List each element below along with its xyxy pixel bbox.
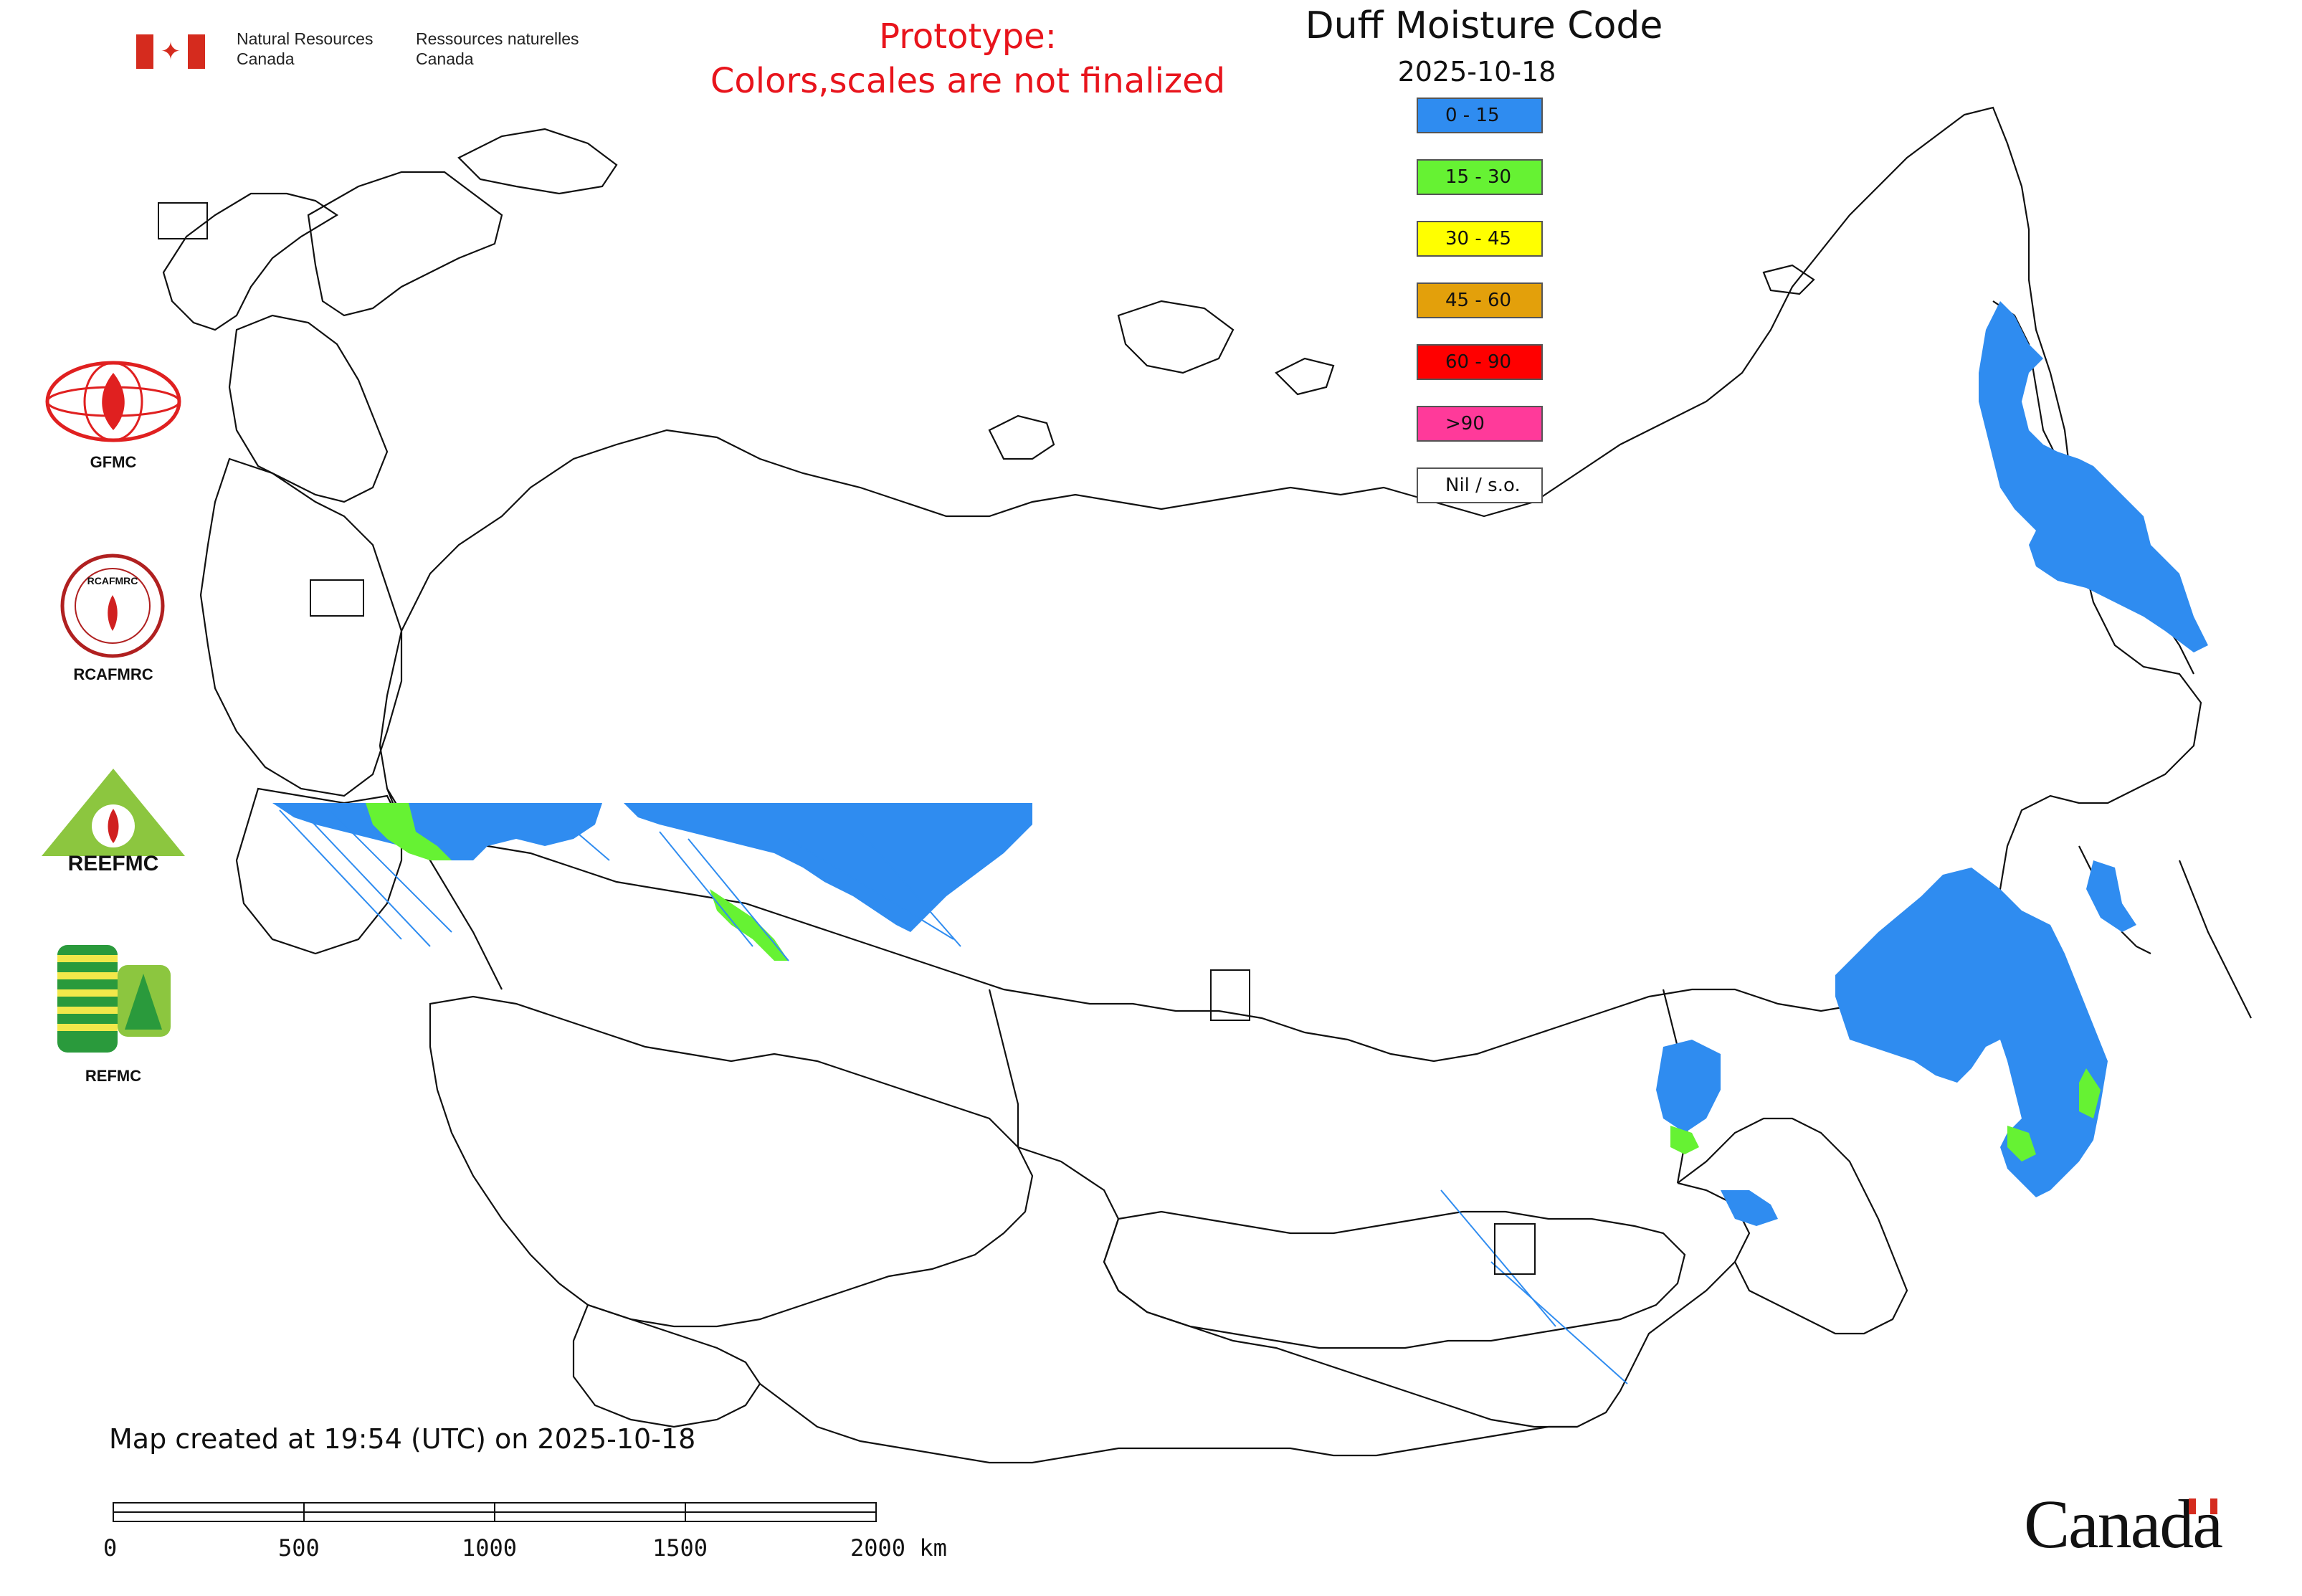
dmc-field-amur xyxy=(1656,1040,1721,1133)
scale-tick-label: 500 xyxy=(278,1534,320,1562)
internal-border-2 xyxy=(988,989,1019,1147)
reefmc-wordmark: REEFMC xyxy=(68,852,159,873)
refmc-label: REFMC xyxy=(85,1067,142,1085)
scale-tick-label: 0 xyxy=(103,1534,118,1562)
canada-flag-icon: ✦ xyxy=(136,34,205,69)
scale-tick-label: 2000 km xyxy=(850,1534,947,1562)
china-outline xyxy=(1017,1146,1751,1428)
new-siberian-islands-outline xyxy=(1275,357,1335,396)
russia-outline xyxy=(379,106,2202,1063)
legend-item-45-60: 45 - 60 xyxy=(1417,282,1543,318)
dmc-streak xyxy=(1440,1189,1556,1327)
dmc-streak xyxy=(558,817,610,861)
legend-label: 30 - 45 xyxy=(1445,228,1512,250)
japan-outline xyxy=(2178,860,2252,1019)
canada-wordmark: Canada xyxy=(2024,1486,2223,1562)
legend-item-nil: Nil / s.o. xyxy=(1417,467,1543,503)
dmc-field-kamchatka xyxy=(1979,301,2208,652)
dmc-field-west-green xyxy=(366,803,452,860)
dmc-streak xyxy=(279,809,402,940)
legend-label: 0 - 15 xyxy=(1445,105,1500,126)
reefmc-logo: REEFMC xyxy=(37,766,189,875)
legend-item-over-90: >90 xyxy=(1417,406,1543,442)
legend-item-15-30: 15 - 30 xyxy=(1417,159,1543,195)
rcafmrc-seal-icon: RCAFMRC xyxy=(60,554,165,658)
dmc-fields xyxy=(272,301,2208,1384)
taymyr-coast-outline xyxy=(1117,300,1235,374)
dmc-field-central-blue xyxy=(624,803,1032,932)
department-name-fr: Ressources naturelles Canada xyxy=(416,29,579,69)
dmc-field-central-green xyxy=(710,889,789,961)
dmc-streak xyxy=(688,838,789,961)
baltic-outline xyxy=(228,314,389,503)
scale-tick-label: 1000 xyxy=(462,1534,518,1562)
refmc-sigma-icon xyxy=(57,945,171,1053)
department-en-line1: Natural Resources xyxy=(237,29,374,48)
rcafmrc-label: RCAFMRC xyxy=(73,665,153,683)
scale-tick-label: 1500 xyxy=(652,1534,708,1562)
dmc-streak xyxy=(860,831,961,947)
eastern-europe-outline xyxy=(199,457,403,797)
dmc-streak xyxy=(1490,1261,1628,1384)
map-title: Duff Moisture Code xyxy=(1305,4,1663,47)
legend-item-30-45: 30 - 45 xyxy=(1417,221,1543,257)
legend-label: Nil / s.o. xyxy=(1445,475,1521,496)
mongolia-outline xyxy=(1103,1210,1686,1349)
scandinavia-outline xyxy=(162,192,339,331)
novaya-zemlya-outline xyxy=(457,128,618,195)
gfmc-logo xyxy=(42,358,185,445)
dmc-field-primorye xyxy=(1721,1190,1778,1226)
legend-label: 15 - 30 xyxy=(1445,166,1512,188)
dmc-field-sakhalin xyxy=(2086,860,2136,932)
rcafmrc-map-marker xyxy=(1494,1223,1536,1275)
prototype-line1: Prototype: xyxy=(879,16,1057,57)
finland-outline xyxy=(307,171,503,317)
rcafmrc-logo: RCAFMRC xyxy=(59,552,166,660)
refmc-map-marker xyxy=(1210,969,1250,1021)
dmc-streak xyxy=(659,831,753,947)
rcafmrc-seal-text: RCAFMRC xyxy=(87,575,138,586)
prototype-line2: Colors,scales are not finalized xyxy=(710,61,1226,101)
department-en-line2: Canada xyxy=(237,49,295,68)
legend-label: 60 - 90 xyxy=(1445,351,1512,373)
gfmc-label: GFMC xyxy=(90,453,137,471)
reefmc-map-marker xyxy=(310,579,364,617)
department-name-en: Natural Resources Canada xyxy=(237,29,373,69)
dmc-field-far-east xyxy=(1835,868,2108,1197)
wrangel-island-outline xyxy=(1762,264,1815,295)
central-asia-outline xyxy=(572,1303,761,1428)
prototype-notice: Prototype: Colors,scales are not finaliz… xyxy=(645,14,1290,103)
department-fr-line2: Canada xyxy=(416,49,474,68)
gfmc-map-marker xyxy=(158,202,208,239)
dmc-field-far-east-green-2 xyxy=(2079,1068,2101,1118)
scale-bar xyxy=(113,1502,877,1522)
map-date: 2025-10-18 xyxy=(1397,56,1556,87)
refmc-logo xyxy=(57,945,172,1060)
dmc-streak xyxy=(329,809,452,933)
map-created-text: Map created at 19:54 (UTC) on 2025-10-18 xyxy=(109,1423,696,1455)
dmc-streak xyxy=(788,838,954,940)
kazakhstan-outline xyxy=(429,995,1034,1328)
reefmc-triangle-icon: REEFMC xyxy=(42,769,185,875)
dmc-streak xyxy=(300,809,431,947)
dmc-streaks xyxy=(279,809,1628,1384)
legend-label: 45 - 60 xyxy=(1445,290,1512,311)
canada-wordmark-flag-icon xyxy=(2189,1498,2217,1514)
department-fr-line1: Ressources naturelles xyxy=(416,29,579,48)
northeast-china-outline xyxy=(1677,1117,1908,1335)
dmc-field-amur-green xyxy=(1670,1126,1699,1154)
legend-label: >90 xyxy=(1445,413,1485,434)
legend-item-0-15: 0 - 15 xyxy=(1417,98,1543,133)
country-borders xyxy=(162,106,2252,1464)
china-lower-outline xyxy=(759,1383,1577,1464)
dmc-field-far-east-green xyxy=(2007,1126,2036,1162)
nrcan-signature: ✦ Natural Resources Canada Ressources na… xyxy=(136,29,638,79)
gfmc-globe-icon xyxy=(45,361,181,442)
severnaya-zemlya-outline xyxy=(988,414,1055,460)
dmc-field-west-blue xyxy=(272,803,602,860)
legend-item-60-90: 60 - 90 xyxy=(1417,344,1543,380)
